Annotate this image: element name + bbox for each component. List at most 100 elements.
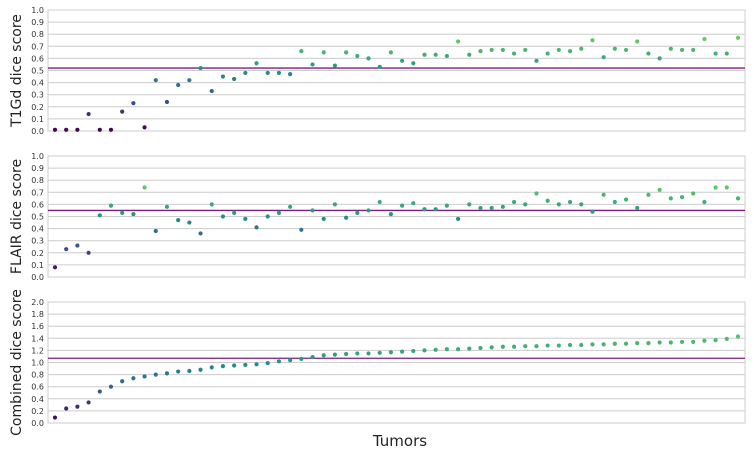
data-point bbox=[187, 220, 192, 225]
data-point bbox=[310, 354, 315, 360]
y-tick-label: 1.0 bbox=[31, 152, 44, 161]
y-tick-label: 1.8 bbox=[31, 310, 44, 319]
data-point bbox=[142, 185, 147, 190]
data-point bbox=[310, 62, 315, 67]
data-point bbox=[209, 88, 214, 94]
data-point bbox=[198, 231, 203, 236]
data-point bbox=[691, 191, 696, 196]
data-point bbox=[478, 205, 483, 211]
data-point bbox=[411, 61, 416, 66]
data-point bbox=[198, 65, 203, 71]
data-point bbox=[635, 39, 640, 44]
data-point bbox=[209, 202, 214, 207]
plot-frame bbox=[47, 9, 746, 132]
data-point bbox=[612, 199, 617, 205]
data-point bbox=[131, 376, 136, 381]
data-point bbox=[646, 51, 651, 56]
data-point bbox=[120, 210, 125, 215]
data-point bbox=[702, 36, 707, 42]
data-point bbox=[635, 205, 640, 211]
data-point bbox=[567, 199, 573, 205]
data-point bbox=[444, 203, 449, 208]
data-point bbox=[97, 213, 102, 218]
data-point bbox=[176, 369, 181, 374]
data-point bbox=[108, 203, 114, 208]
data-point bbox=[590, 209, 595, 214]
data-point bbox=[232, 210, 237, 215]
data-point bbox=[164, 99, 170, 105]
data-point bbox=[265, 214, 270, 219]
data-point bbox=[422, 348, 427, 353]
data-point bbox=[131, 101, 136, 106]
data-point bbox=[321, 216, 326, 222]
data-point bbox=[724, 336, 729, 342]
data-point bbox=[64, 406, 69, 411]
y-tick-label: 0.1 bbox=[31, 261, 44, 270]
data-point bbox=[590, 38, 595, 43]
data-point bbox=[265, 70, 270, 76]
data-point bbox=[75, 404, 80, 409]
data-point bbox=[388, 50, 394, 55]
data-point bbox=[511, 344, 517, 349]
data-point bbox=[344, 50, 349, 55]
data-point bbox=[657, 187, 662, 192]
data-point bbox=[511, 199, 517, 205]
data-point bbox=[97, 389, 102, 394]
data-point bbox=[679, 339, 685, 345]
data-point bbox=[735, 35, 741, 40]
data-point bbox=[220, 214, 226, 219]
data-point bbox=[399, 203, 405, 208]
data-point bbox=[366, 56, 371, 61]
y-tick-label: 0.0 bbox=[31, 273, 44, 282]
data-point bbox=[556, 343, 561, 348]
data-point bbox=[52, 127, 58, 132]
y-tick-label: 0.8 bbox=[31, 30, 44, 39]
data-point bbox=[411, 348, 416, 354]
data-point bbox=[120, 109, 125, 114]
y-tick-label: 0.2 bbox=[31, 407, 44, 416]
data-point bbox=[646, 341, 651, 346]
x-axis-label: Tumors bbox=[372, 432, 427, 450]
data-point bbox=[433, 347, 438, 352]
y-tick-label: 0.2 bbox=[31, 103, 44, 112]
data-point bbox=[567, 342, 573, 348]
data-point bbox=[377, 350, 382, 355]
data-point bbox=[399, 349, 405, 354]
data-point bbox=[713, 338, 718, 343]
data-point bbox=[534, 58, 539, 63]
data-point bbox=[153, 228, 158, 234]
data-point bbox=[232, 363, 237, 368]
y-tick-label: 1.6 bbox=[31, 322, 44, 331]
y-tick-label: 0.4 bbox=[31, 225, 44, 234]
data-point bbox=[288, 357, 293, 363]
data-point bbox=[288, 72, 293, 77]
data-point bbox=[657, 340, 662, 345]
y-tick-label: 1.4 bbox=[31, 334, 44, 343]
data-point bbox=[601, 55, 606, 60]
data-point bbox=[52, 265, 58, 270]
panel-1: 0.0 0.1 0.2 0.3 0.4 0.5 0.6 0.7 0.8 0.9 1.0 T1Gd di… bbox=[9, 6, 746, 136]
panels: 0.0 0.1 0.2 0.3 0.4 0.5 0.6 0.7 0.8 0.9 1.0 T1Gd di… bbox=[9, 6, 746, 436]
y-tick-label: 0.9 bbox=[31, 18, 44, 27]
data-point bbox=[612, 341, 617, 346]
data-point bbox=[411, 201, 416, 206]
data-point bbox=[579, 202, 584, 207]
data-point bbox=[422, 207, 427, 212]
data-point bbox=[299, 227, 304, 232]
data-point bbox=[467, 52, 472, 57]
data-point bbox=[299, 356, 304, 361]
y-tick-label: 0.7 bbox=[31, 188, 44, 197]
data-point bbox=[377, 199, 382, 205]
data-point bbox=[86, 111, 91, 117]
data-point bbox=[590, 342, 595, 347]
y-tick-label: 0.3 bbox=[31, 237, 44, 246]
panel-2: 0.0 0.1 0.2 0.3 0.4 0.5 0.6 0.7 0.8 0.9 1.0 FLAIR d… bbox=[9, 152, 746, 282]
data-point bbox=[64, 127, 69, 132]
y-axis-label: FLAIR dice score bbox=[9, 159, 25, 274]
data-point bbox=[534, 344, 539, 349]
y-tick-label: 0.2 bbox=[31, 249, 44, 258]
data-point bbox=[254, 225, 259, 230]
data-point bbox=[142, 374, 147, 379]
y-tick-label: 0.8 bbox=[31, 176, 44, 185]
